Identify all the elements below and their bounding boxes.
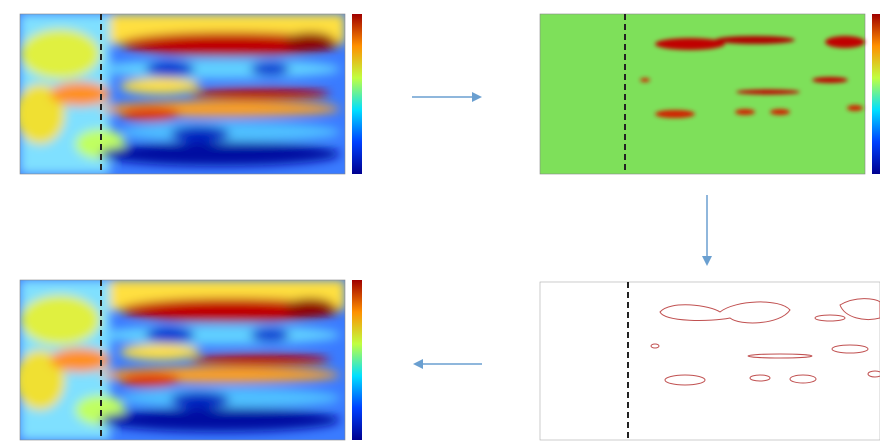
colorbar bbox=[352, 14, 362, 174]
colorbar bbox=[352, 280, 362, 440]
panel-heatmap-overlay bbox=[15, 280, 362, 440]
panel-heatmap bbox=[15, 14, 362, 174]
heatmap bbox=[15, 280, 345, 440]
colorbar bbox=[872, 14, 880, 174]
axes-frame bbox=[540, 282, 880, 440]
heatmap bbox=[15, 14, 345, 174]
arrowhead bbox=[702, 256, 712, 266]
arrowhead bbox=[413, 359, 423, 369]
panel-contours bbox=[540, 282, 880, 440]
heatmap bbox=[540, 14, 865, 174]
arrowhead bbox=[472, 92, 482, 102]
panel-threshold bbox=[540, 14, 880, 174]
figure bbox=[0, 0, 880, 447]
